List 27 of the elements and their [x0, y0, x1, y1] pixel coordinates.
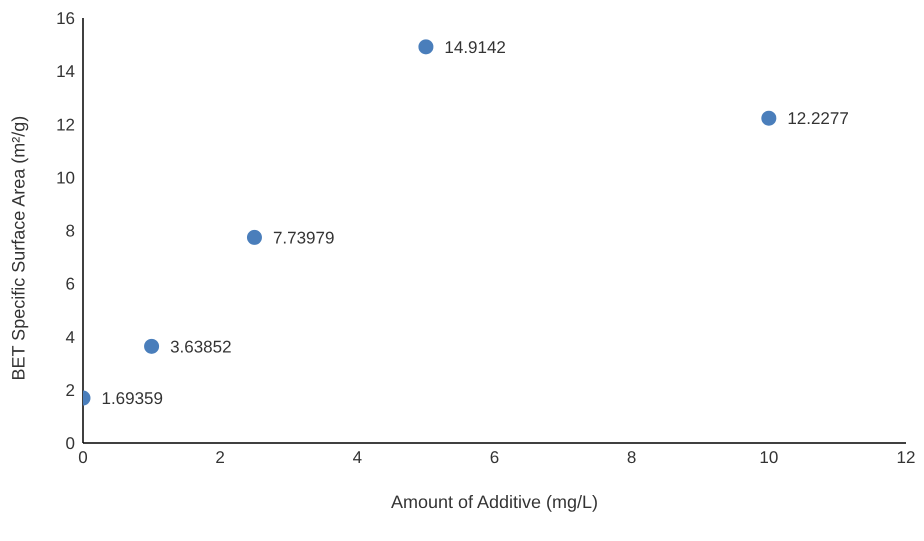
y-tick-label: 0	[66, 434, 75, 454]
point	[144, 338, 160, 354]
y-tick-label: 6	[66, 274, 75, 294]
data-label: 14.9142	[444, 38, 506, 57]
y-tick-label: 10	[56, 168, 75, 188]
x-tick-label: 2	[215, 448, 225, 468]
y-tick-label: 12	[56, 115, 75, 134]
data-label: 12.2277	[787, 109, 849, 128]
y-tick-label: 14	[56, 62, 75, 82]
y-tick-label: 2	[66, 380, 75, 400]
x-tick-label: 4	[352, 448, 362, 468]
data-label: 7.73979	[272, 228, 334, 248]
x-tick-label: 12	[896, 448, 916, 468]
y-axis-title: BET Specific Surface Area (m²/g)	[8, 116, 28, 380]
x-tick-label: 8	[626, 448, 636, 468]
point	[246, 230, 262, 245]
data-label: 1.69359	[102, 389, 163, 408]
y-tick-label: 8	[66, 222, 75, 241]
point	[761, 110, 776, 126]
x-tick-label: 6	[490, 448, 500, 468]
point	[418, 39, 434, 54]
x-axis-title: Amount of Additive (mg/L)	[390, 492, 598, 512]
data-label: 3.63852	[170, 337, 232, 356]
x-tick-label: 0	[78, 448, 88, 468]
y-tick-label: 4	[66, 328, 75, 347]
x-tick-label: 10	[759, 448, 778, 468]
y-tick-label: 16	[56, 9, 75, 28]
